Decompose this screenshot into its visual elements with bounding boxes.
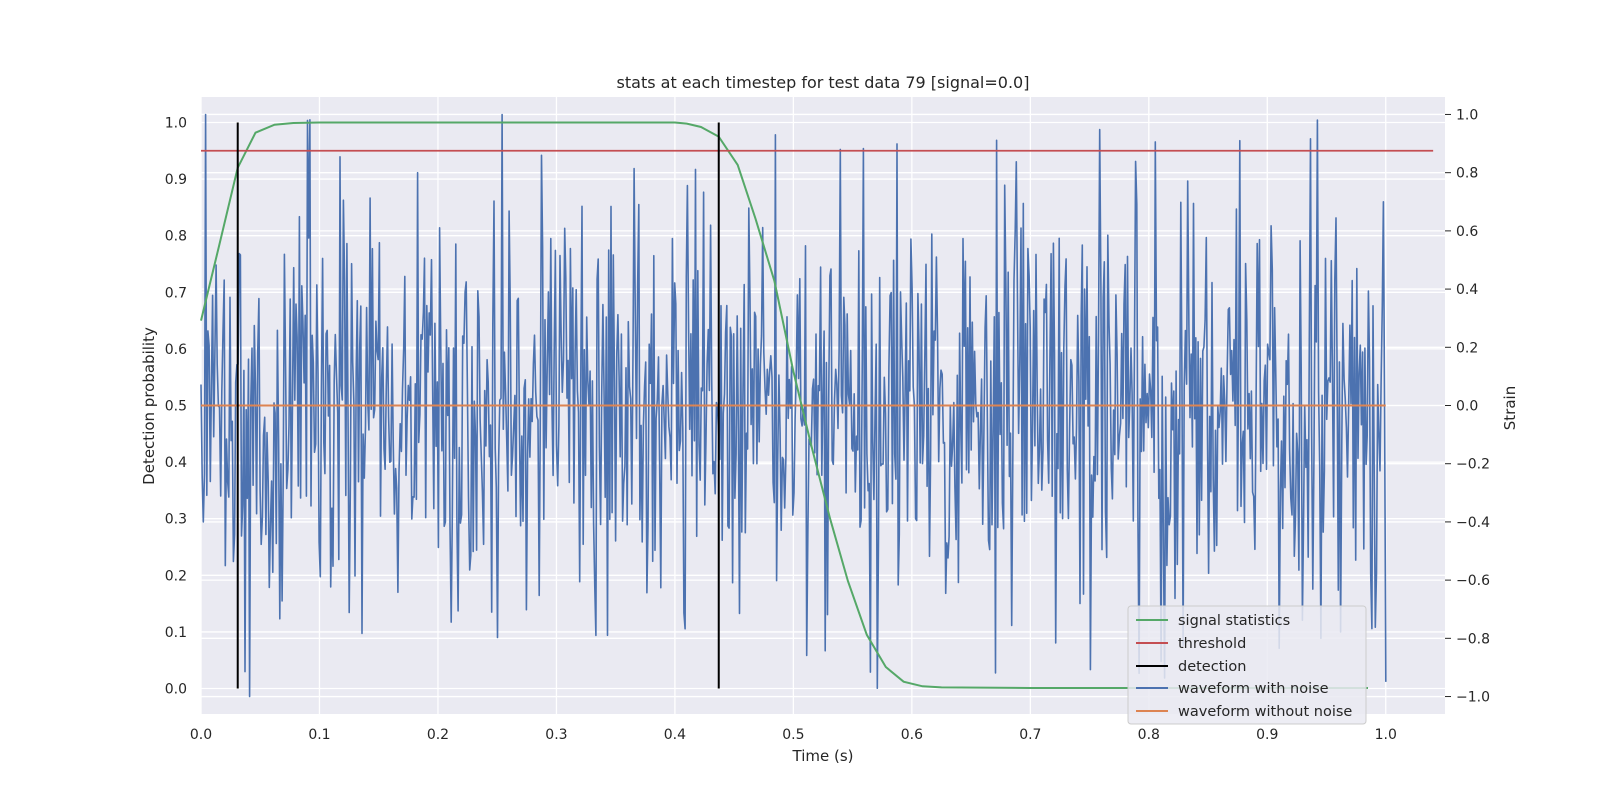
right-y-tick-label: 0.8 [1456, 166, 1478, 182]
left-y-axis-label: Detection probability [140, 327, 158, 485]
x-tick-label: 0.7 [1019, 727, 1041, 743]
waveform-with-noise-series [200, 113, 1387, 698]
left-y-tick-label: 0.6 [165, 342, 187, 358]
legend-label-threshold: threshold [1178, 636, 1246, 652]
right-y-tick-label: 0.6 [1456, 224, 1478, 240]
chart-title: stats at each timestep for test data 79 … [617, 73, 1030, 92]
x-tick-label: 0.3 [545, 727, 567, 743]
left-y-tick-label: 0.0 [165, 682, 187, 698]
right-y-tick-label: −0.4 [1456, 515, 1490, 531]
signal-statistics-line [200, 121, 1368, 689]
left-y-tick-label: 0.2 [165, 568, 187, 584]
x-tick-label: 1.0 [1375, 727, 1397, 743]
left-y-tick-label: 0.7 [165, 285, 187, 301]
legend-label-waveform-with-noise: waveform with noise [1178, 681, 1329, 697]
waveform-with-noise-line [200, 113, 1387, 698]
legend-box [1127, 605, 1367, 725]
left-y-tick-label: 0.9 [165, 172, 187, 188]
right-y-tick-label: −0.6 [1456, 573, 1490, 589]
x-axis-label: Time (s) [792, 747, 854, 765]
right-y-tick-label: 0.2 [1456, 340, 1478, 356]
legend-label-signal-statistics: signal statistics [1178, 613, 1290, 629]
x-tick-label: 0.0 [190, 727, 212, 743]
x-tick-label: 0.4 [664, 727, 686, 743]
left-y-tick-label: 0.5 [165, 399, 187, 415]
right-y-tick-label: 0.0 [1456, 399, 1478, 415]
right-y-tick-label: −0.8 [1456, 631, 1490, 647]
legend: signal statistics threshold detection wa… [1127, 605, 1367, 725]
x-tick-label: 0.8 [1138, 727, 1160, 743]
left-y-tick-label: 0.3 [165, 512, 187, 528]
x-tick-label: 0.6 [901, 727, 923, 743]
right-y-tick-label: −1.0 [1456, 690, 1490, 706]
right-y-tick-label: 1.0 [1456, 107, 1478, 123]
signal-statistics-series [200, 121, 1368, 689]
x-tick-label: 0.9 [1256, 727, 1278, 743]
legend-label-waveform-without-noise: waveform without noise [1178, 704, 1352, 720]
right-y-tick-label: −0.2 [1456, 457, 1490, 473]
x-axis-ticks: 0.0 0.1 0.2 0.3 0.4 0.5 0.6 0.7 0.8 0.9 1.0 [190, 727, 1397, 743]
left-y-tick-label: 0.1 [165, 625, 187, 641]
left-y-tick-label: 1.0 [165, 115, 187, 131]
left-y-tick-label: 0.8 [165, 229, 187, 245]
detection-series [236, 122, 720, 689]
x-tick-label: 0.2 [427, 727, 449, 743]
right-y-tick-label: 0.4 [1456, 282, 1478, 298]
right-y-axis-ticks: −1.0 −0.8 −0.6 −0.4 −0.2 0.0 0.2 0.4 0.6 0.8 1.0 [1445, 107, 1490, 706]
left-y-tick-label: 0.4 [165, 455, 187, 471]
left-y-axis-ticks: 0.0 0.1 0.2 0.3 0.4 0.5 0.6 0.7 0.8 0.9 1.0 [165, 115, 187, 697]
right-y-axis-label: Strain [1501, 386, 1519, 430]
x-tick-label: 0.1 [308, 727, 330, 743]
legend-label-detection: detection [1178, 659, 1246, 675]
x-tick-label: 0.5 [782, 727, 804, 743]
